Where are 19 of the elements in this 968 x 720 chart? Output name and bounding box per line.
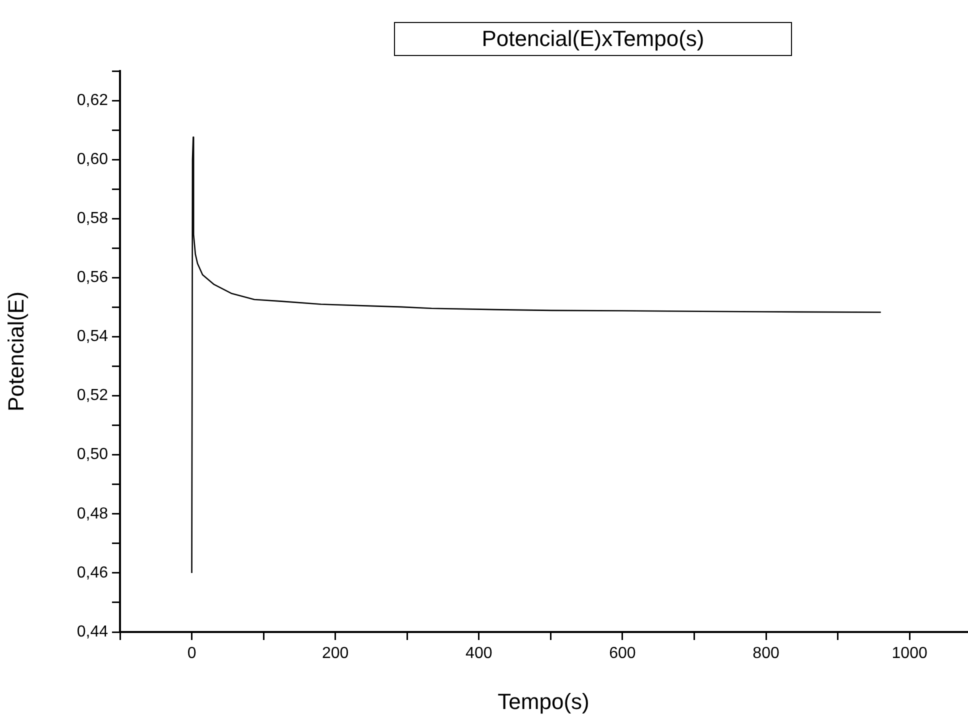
y-tick-label: 0,46 <box>76 564 108 582</box>
y-tick-label: 0,58 <box>76 210 108 228</box>
y-tick-label: 0,54 <box>76 328 108 346</box>
x-tick-label: 400 <box>466 645 492 662</box>
y-axis-title: Potencial(E) <box>3 292 28 412</box>
y-tick-label: 0,56 <box>76 269 108 286</box>
y-tick-label: 0,48 <box>76 505 108 522</box>
y-tick-label: 0,60 <box>76 150 108 168</box>
x-tick-label: 1000 <box>892 645 928 662</box>
x-tick-label: 0 <box>187 645 196 662</box>
chart-title: Potencial(E)xTempo(s) <box>394 22 792 56</box>
y-tick-label: 0,44 <box>76 623 108 640</box>
y-tick-label: 0,50 <box>76 446 108 464</box>
x-tick-label: 600 <box>609 645 636 662</box>
x-axis-title: Tempo(s) <box>498 688 590 714</box>
x-tick-label: 200 <box>322 645 349 662</box>
y-tick-label: 0,62 <box>76 92 108 109</box>
y-tick-label: 0,52 <box>76 387 108 404</box>
x-tick-label: 800 <box>752 645 780 662</box>
